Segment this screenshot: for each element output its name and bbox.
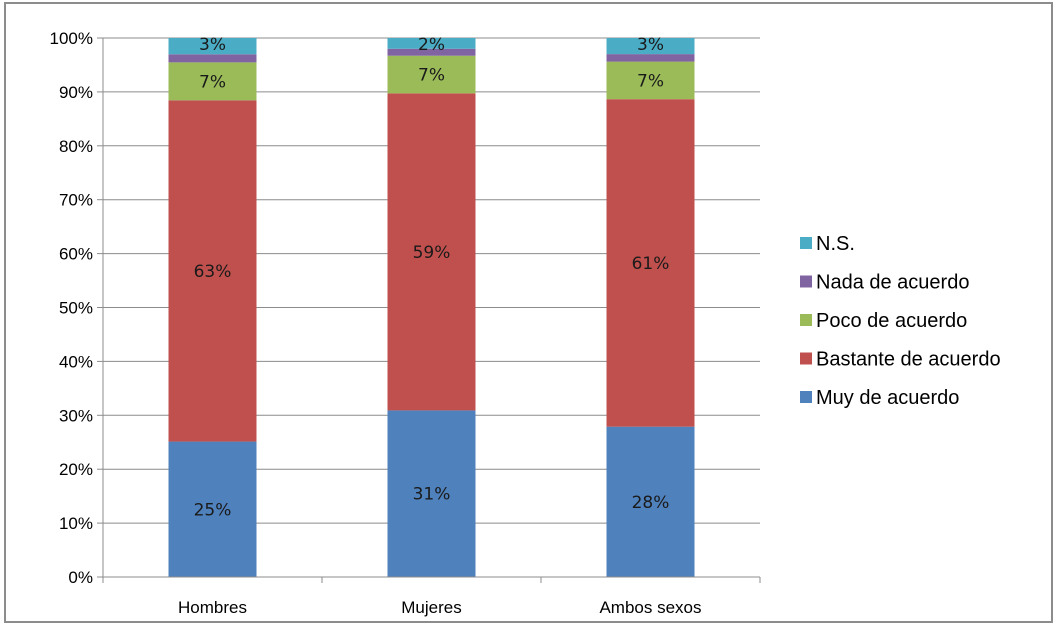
- y-tick-label: 0%: [68, 568, 93, 587]
- data-label: 25%: [194, 500, 232, 520]
- y-tick-label: 10%: [59, 514, 93, 533]
- axes: [97, 37, 761, 583]
- bar-segment: [606, 426, 695, 577]
- data-label: 61%: [632, 254, 670, 274]
- data-label: 3%: [637, 35, 664, 55]
- bar-segment: [168, 54, 257, 63]
- bar-segment: [606, 99, 695, 427]
- data-label: 59%: [413, 243, 451, 263]
- data-label: 63%: [194, 262, 232, 282]
- legend-swatch: [800, 352, 812, 365]
- bar-segment: [387, 48, 476, 56]
- bar-segment: [606, 61, 695, 100]
- data-label: 7%: [418, 66, 445, 86]
- bar-segment: [387, 410, 476, 577]
- legend-swatch: [800, 391, 812, 403]
- x-tick-label: Hombres: [178, 598, 247, 617]
- bar-segment: [606, 54, 695, 62]
- data-label: 2%: [418, 35, 445, 55]
- data-label: 7%: [199, 72, 226, 92]
- legend: N.S. Nada de acuerdo Poco de acuerdo Bastan…: [800, 233, 1001, 409]
- legend-swatch: [800, 237, 812, 249]
- y-tick-label: 100%: [50, 29, 93, 48]
- legend-swatch: [800, 314, 812, 326]
- y-tick-label: 90%: [59, 83, 93, 102]
- legend-label: Poco de acuerdo: [816, 310, 967, 332]
- data-label: 28%: [632, 493, 670, 513]
- data-labels: 25% 63% 7% 3% 31% 59% 7% 2% 28% 61% 7% 3%: [194, 35, 670, 520]
- y-tick-label: 40%: [59, 352, 93, 371]
- bar-segment: [387, 38, 476, 49]
- bar-segment: [168, 441, 257, 577]
- bar-segment: [168, 100, 257, 442]
- bar-segment: [387, 93, 476, 411]
- y-tick-label: 30%: [59, 406, 93, 425]
- y-tick-label: 60%: [59, 245, 93, 264]
- bar-segment: [168, 62, 257, 101]
- y-tick-label: 50%: [59, 299, 93, 318]
- y-tick-label: 80%: [59, 137, 93, 156]
- y-tick-label: 20%: [59, 460, 93, 479]
- x-tick-label: Mujeres: [401, 598, 461, 617]
- bar-segment: [387, 55, 476, 94]
- data-label: 31%: [413, 485, 451, 505]
- x-tick-label: Ambos sexos: [599, 598, 701, 617]
- legend-swatch: [800, 275, 812, 288]
- y-tick-label: 70%: [59, 191, 93, 210]
- bar-segment: [606, 38, 695, 55]
- bars: [168, 38, 695, 577]
- tick-labels: 0% 10% 20% 30% 40% 50% 60% 70% 80% 90% 100% Hombres…: [50, 29, 702, 617]
- data-label: 3%: [199, 35, 226, 55]
- legend-label: Nada de acuerdo: [816, 272, 969, 294]
- legend-label: Bastante de acuerdo: [816, 349, 1001, 371]
- legend-label: Muy de acuerdo: [816, 387, 959, 409]
- legend-label: N.S.: [816, 233, 855, 255]
- data-label: 7%: [637, 71, 664, 91]
- bar-segment: [168, 38, 257, 55]
